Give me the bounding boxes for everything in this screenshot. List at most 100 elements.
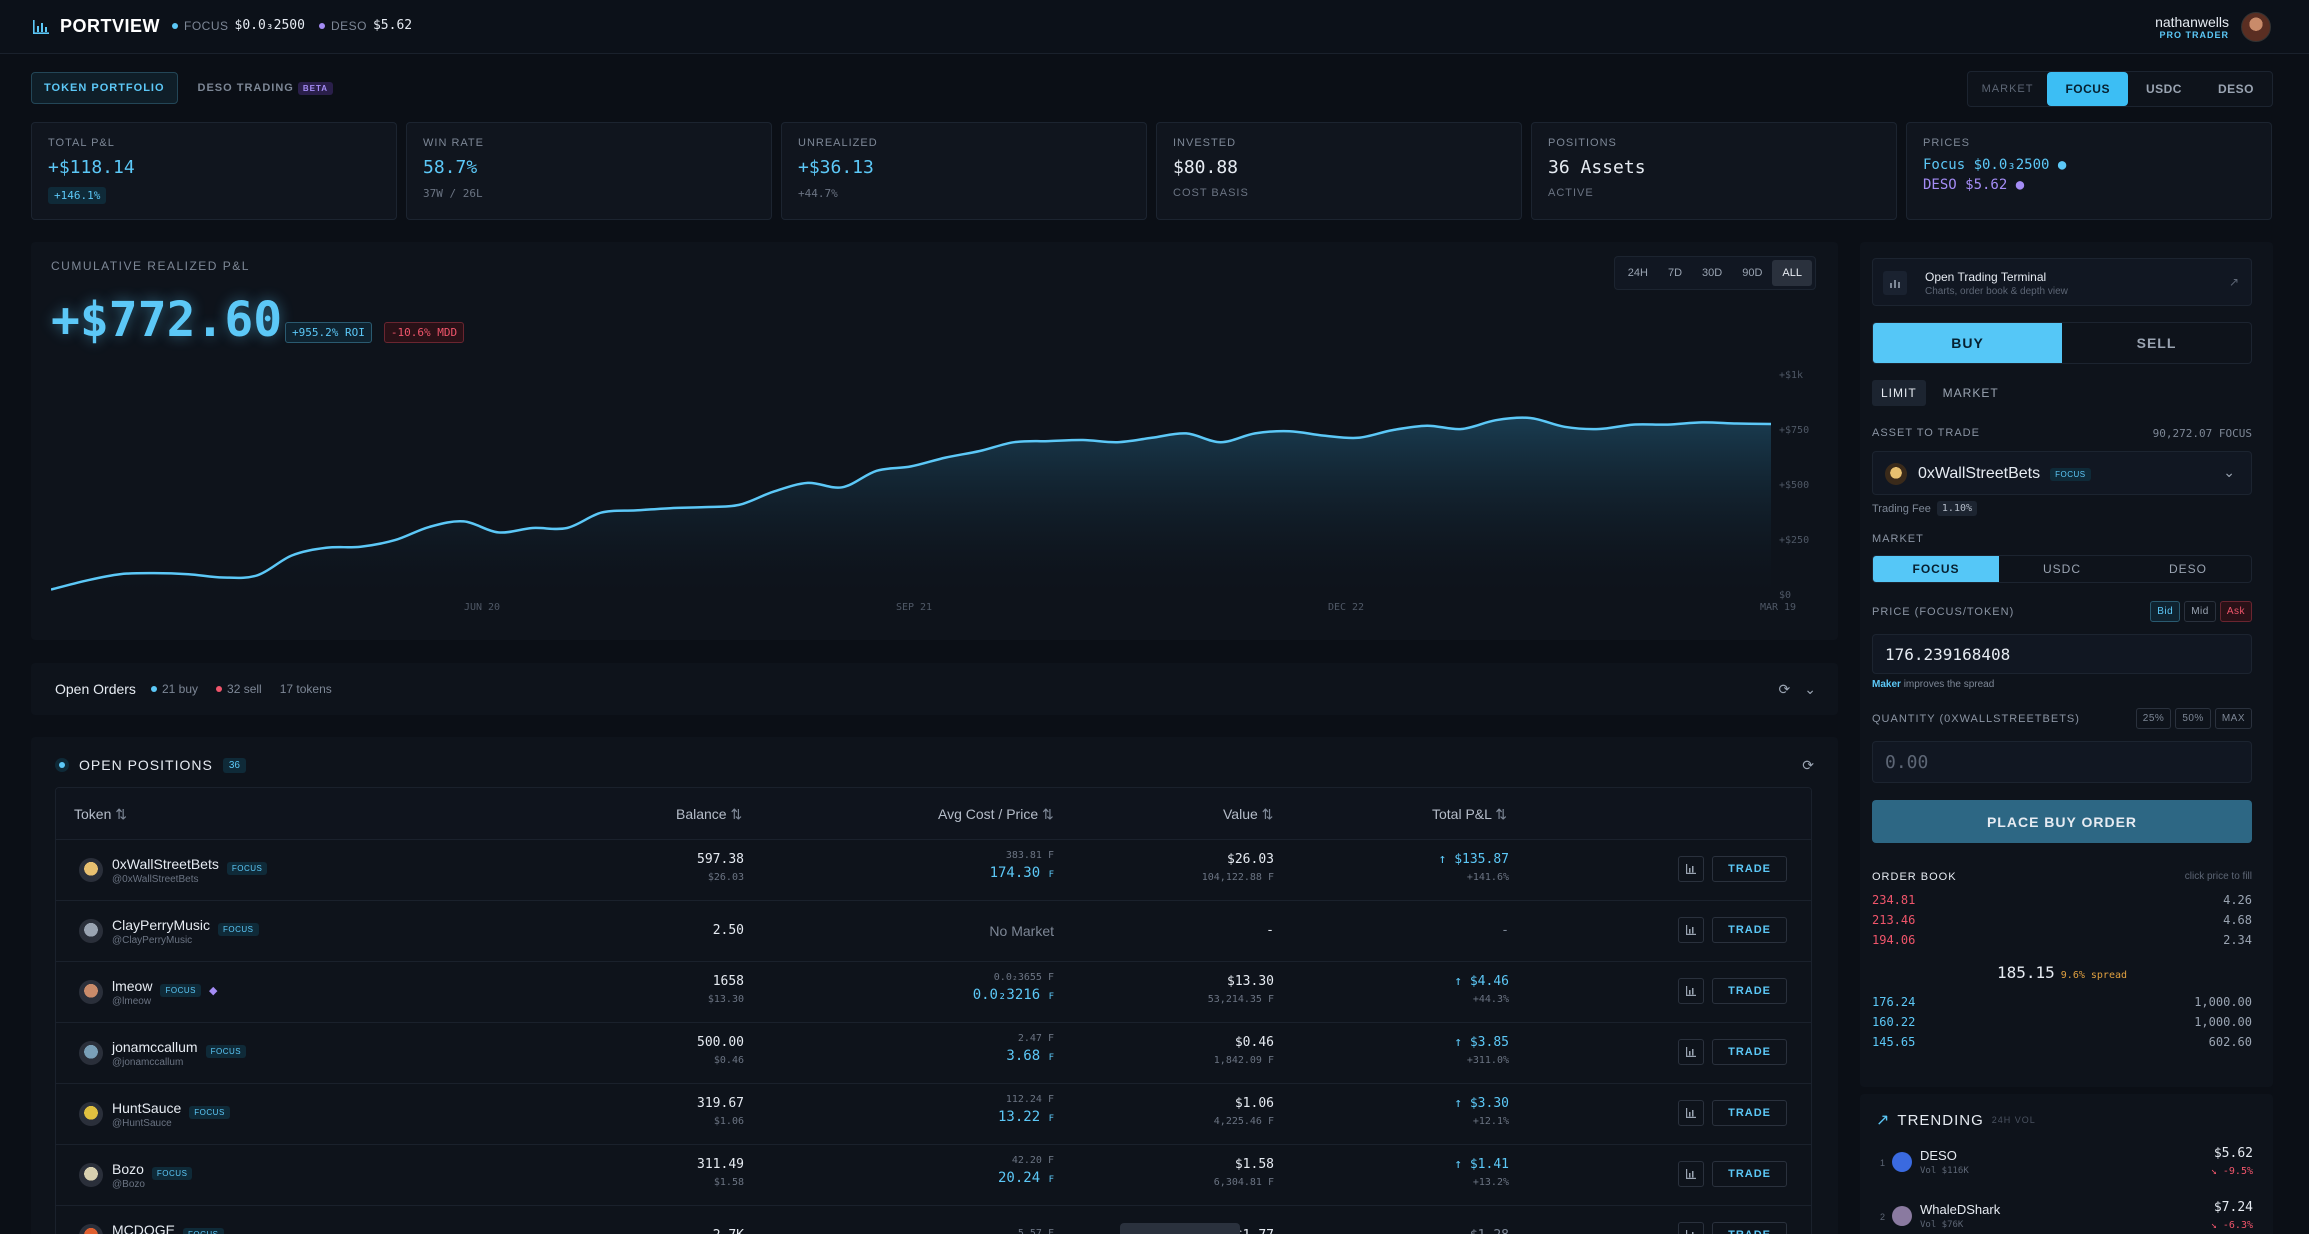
spread-label: 9.6% spread xyxy=(2060,970,2128,981)
limit-tab[interactable]: LIMIT xyxy=(1872,380,1926,406)
table-row[interactable]: 0xWallStreetBets FOCUS @0xWallStreetBets 59… xyxy=(56,840,1811,901)
chart-button[interactable] xyxy=(1678,856,1705,882)
token-avatar xyxy=(79,980,103,1004)
ob-price: 234.81 xyxy=(1872,893,1916,907)
chart-button[interactable] xyxy=(1678,917,1705,943)
buy-count: 21 buy xyxy=(162,682,199,696)
trending-title: TRENDING xyxy=(1897,1111,1984,1129)
asset-label-row: ASSET TO TRADE 90,272.07 FOCUS xyxy=(1872,427,2252,440)
price-input[interactable]: 176.239168408 xyxy=(1872,634,2252,674)
pnl-cell: ↑ $3.30 +12.1% xyxy=(1454,1096,1509,1127)
tab-deso-trading[interactable]: DESO TRADING BETA xyxy=(186,73,346,103)
view-tabs: TOKEN PORTFOLIO DESO TRADING BETA xyxy=(31,72,345,104)
market-tab[interactable]: MARKET xyxy=(1942,386,1999,400)
qty-25-button[interactable]: 25% xyxy=(2135,708,2172,729)
open-positions-panel: OPEN POSITIONS 36 ⟳ Token ⇅ Balance ⇅ Av… xyxy=(31,737,1838,1234)
ask-button[interactable]: Ask xyxy=(2219,601,2252,622)
ob-size: 4.26 xyxy=(2223,893,2252,907)
token-handle: @lmeow xyxy=(112,996,152,1007)
market-option-deso[interactable]: DESO xyxy=(2217,82,2254,96)
qty-max-button[interactable]: MAX xyxy=(2214,708,2252,729)
scroll-indicator[interactable] xyxy=(1120,1223,1240,1234)
table-row[interactable]: ClayPerryMusic FOCUS @ClayPerryMusic 2.50 No… xyxy=(56,901,1811,962)
col-total-pnl[interactable]: Total P&L ⇅ xyxy=(1432,806,1508,822)
token-name: HuntSauce xyxy=(112,1099,182,1116)
chart-button[interactable] xyxy=(1678,1039,1705,1065)
user-menu[interactable]: nathanwells PRO TRADER xyxy=(2155,12,2271,42)
table-row[interactable]: MCDOGE FOCUS 2.7K 5.57 F $1.77 $1.28 TRADE xyxy=(56,1206,1811,1234)
avatar[interactable] xyxy=(2241,12,2271,42)
trending-item[interactable]: 1 DESO Vol $116K $5.62 ↘ -9.5% xyxy=(1880,1144,2253,1188)
range-7d[interactable]: 7D xyxy=(1667,267,1683,279)
chart-button[interactable] xyxy=(1678,1161,1705,1187)
positions-title: OPEN POSITIONS xyxy=(79,757,213,773)
token-avatar xyxy=(79,858,103,882)
quantity-input[interactable]: 0.00 xyxy=(1872,741,2252,783)
orderbook-row[interactable]: 176.24 1,000.00 xyxy=(1872,995,2252,1009)
pnl: $4.46 xyxy=(1469,974,1509,989)
sell-button[interactable]: SELL xyxy=(2136,335,2177,351)
bid-button[interactable]: Bid xyxy=(2150,601,2181,622)
orderbook-row[interactable]: 194.06 2.34 xyxy=(1872,933,2252,947)
trade-button[interactable]: TRADE xyxy=(1712,978,1787,1004)
stat-cards: TOTAL P&L +$118.14 +146.1% WIN RATE 58.7… xyxy=(31,122,2272,220)
tab-token-portfolio[interactable]: TOKEN PORTFOLIO xyxy=(31,72,178,104)
range-all[interactable]: ALL xyxy=(1772,260,1812,286)
qty-50-button[interactable]: 50% xyxy=(2175,708,2211,729)
chart-button[interactable] xyxy=(1678,1100,1705,1126)
stat-sub: +146.1% xyxy=(48,187,107,204)
market-option-focus[interactable]: FOCUS xyxy=(2047,72,2128,106)
sort-icon: ⇅ xyxy=(730,806,743,822)
market-deso[interactable]: DESO xyxy=(2168,562,2207,576)
table-row[interactable]: Bozo FOCUS @Bozo 311.49 $1.58 42.20 F 20.24 F $… xyxy=(56,1145,1811,1206)
sell-count: 32 sell xyxy=(227,682,262,696)
trade-button[interactable]: TRADE xyxy=(1712,1039,1787,1065)
refresh-icon[interactable]: ⟳ xyxy=(1778,681,1791,697)
market-focus[interactable]: FOCUS xyxy=(1873,556,1999,582)
range-30d[interactable]: 30D xyxy=(1702,267,1723,279)
avg-cost-cell: 112.24 F 13.22 F xyxy=(998,1094,1054,1125)
orderbook-row[interactable]: 234.81 4.26 xyxy=(1872,893,2252,907)
buy-button[interactable]: BUY xyxy=(1873,323,2062,363)
orderbook-row[interactable]: 145.65 602.60 xyxy=(1872,1035,2252,1049)
trade-button[interactable]: TRADE xyxy=(1712,1222,1787,1234)
col-avg-cost[interactable]: Avg Cost / Price ⇅ xyxy=(938,806,1054,822)
current-price: 0.0₂3216 F xyxy=(972,987,1054,1003)
asset-select[interactable]: 0xWallStreetBets FOCUS ⌄ xyxy=(1872,451,2252,495)
col-token[interactable]: Token ⇅ xyxy=(74,806,127,822)
place-order-button[interactable]: PLACE BUY ORDER xyxy=(1872,800,2252,843)
trade-button[interactable]: TRADE xyxy=(1712,1100,1787,1126)
refresh-icon[interactable]: ⟳ xyxy=(1802,757,1814,773)
balance-cell: 500.00 $0.46 xyxy=(697,1035,744,1066)
market-usdc[interactable]: USDC xyxy=(2042,562,2081,576)
fee-value: 1.10% xyxy=(1936,501,1978,516)
stat-prices: PRICES Focus $0.0₃2500 ● DESO $5.62 ● xyxy=(1906,122,2272,220)
chart-button[interactable] xyxy=(1678,978,1705,1004)
balance-usd: $26.03 xyxy=(707,872,744,883)
orderbook-row[interactable]: 160.22 1,000.00 xyxy=(1872,1015,2252,1029)
orderbook-row[interactable]: 213.46 4.68 xyxy=(1872,913,2252,927)
table-row[interactable]: lmeow FOCUS ◆ @lmeow 1658 $13.30 0.0₂3655 F 0.0… xyxy=(56,962,1811,1023)
app-logo[interactable]: PORTVIEW xyxy=(32,16,160,37)
open-orders-bar[interactable]: Open Orders 21 buy 32 sell 17 tokens ⟳ ⌄ xyxy=(31,663,1838,715)
trade-button[interactable]: TRADE xyxy=(1712,917,1787,943)
table-row[interactable]: jonamccallum FOCUS @jonamccallum 500.00 $0.4… xyxy=(56,1023,1811,1084)
trade-button[interactable]: TRADE xyxy=(1712,856,1787,882)
chart-button[interactable] xyxy=(1678,1222,1705,1234)
col-balance[interactable]: Balance ⇅ xyxy=(676,806,743,822)
chevron-down-icon[interactable]: ⌄ xyxy=(1804,681,1816,697)
open-terminal-button[interactable]: Open Trading Terminal Charts, order book… xyxy=(1872,258,2252,306)
trade-button[interactable]: TRADE xyxy=(1712,1161,1787,1187)
range-90d[interactable]: 90D xyxy=(1742,267,1763,279)
col-value[interactable]: Value ⇅ xyxy=(1223,806,1274,822)
range-24h[interactable]: 24H xyxy=(1627,267,1648,279)
mid-button[interactable]: Mid xyxy=(2184,601,2216,622)
token-handle: @Bozo xyxy=(112,1179,145,1190)
table-row[interactable]: HuntSauce FOCUS @HuntSauce 319.67 $1.06 112.2… xyxy=(56,1084,1811,1145)
token-badge: FOCUS xyxy=(151,1167,193,1180)
ob-size: 4.68 xyxy=(2223,913,2252,927)
value: $13.30 xyxy=(1227,974,1274,989)
market-option-usdc[interactable]: USDC xyxy=(2145,82,2182,96)
trending-item[interactable]: 2 WhaleDShark Vol $76K $7.24 ↘ -6.3% xyxy=(1880,1198,2253,1234)
avg-cost-cell: 0.0₂3655 F 0.0₂3216 F xyxy=(973,972,1054,1003)
